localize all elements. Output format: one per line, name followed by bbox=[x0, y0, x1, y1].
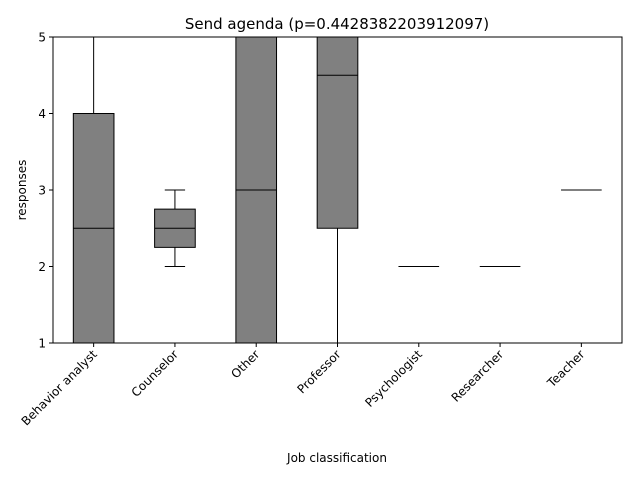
y-tick-label: 2 bbox=[38, 260, 46, 274]
x-tick-label: Counselor bbox=[129, 347, 181, 399]
y-tick-label: 5 bbox=[38, 31, 46, 45]
x-tick-label: Behavior analyst bbox=[19, 347, 100, 428]
x-tick-label: Teacher bbox=[544, 347, 588, 391]
y-tick-label: 1 bbox=[38, 337, 46, 351]
x-tick-label: Researcher bbox=[449, 347, 507, 405]
x-axis: Behavior analyst Counselor Other Professor P… bbox=[19, 343, 588, 428]
box-behavior-analyst bbox=[72, 37, 115, 343]
box-other bbox=[235, 37, 278, 343]
y-tick-label: 4 bbox=[38, 107, 46, 121]
plot-area bbox=[72, 37, 602, 343]
box-counselor bbox=[154, 189, 196, 267]
x-tick-label: Professor bbox=[295, 347, 344, 396]
x-tick-label: Psychologist bbox=[362, 347, 425, 410]
box-body bbox=[316, 37, 359, 229]
chart-title: Send agenda (p=0.4428382203912097) bbox=[185, 15, 489, 33]
y-tick-label: 3 bbox=[38, 184, 46, 198]
box-professor bbox=[316, 37, 359, 343]
y-axis-label: responses bbox=[15, 160, 29, 221]
x-axis-label: Job classification bbox=[286, 451, 387, 465]
y-axis: 1 2 3 4 5 bbox=[38, 31, 53, 351]
x-tick-label: Other bbox=[228, 347, 262, 381]
